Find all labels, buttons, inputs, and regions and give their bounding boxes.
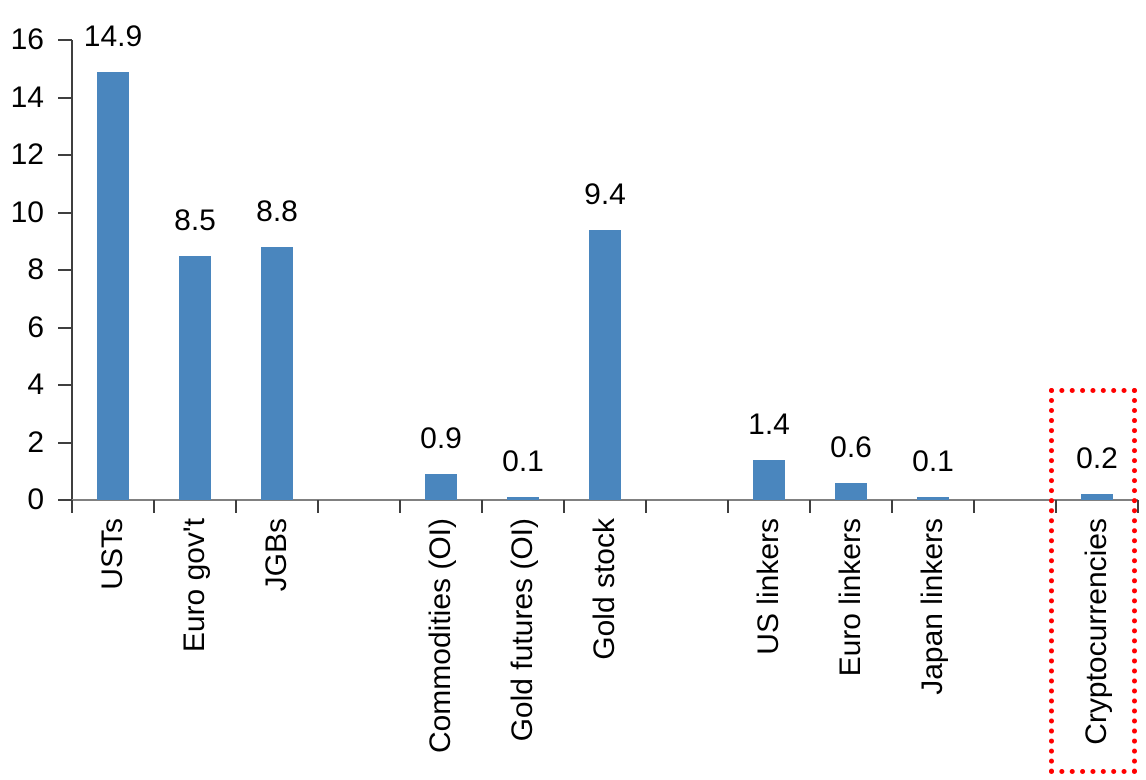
bar: [507, 497, 539, 500]
x-axis-category-label: Gold futures (OI): [506, 518, 539, 742]
x-axis-tick: [973, 500, 975, 513]
bar: [97, 71, 129, 500]
x-axis-category-label-cell: Commodities (OI): [419, 518, 463, 778]
x-axis-tick: [563, 500, 565, 513]
bar: [835, 482, 867, 500]
y-axis-tick-label: 4: [27, 368, 44, 401]
x-axis-category-label-cell: JGBs: [255, 518, 299, 778]
y-axis-line: [71, 40, 73, 513]
y-axis-tick-label: 10: [10, 195, 44, 229]
bar-value-label: 0.1: [912, 445, 954, 479]
x-axis-category-label: Euro gov't: [178, 518, 211, 653]
bar: [261, 247, 293, 500]
bar-value-label: 9.4: [584, 177, 626, 211]
x-axis-category-label: Euro linkers: [834, 518, 867, 677]
bar-value-label: 0.6: [830, 430, 872, 464]
y-axis-tick-label: 12: [10, 138, 44, 171]
x-axis-category-label-cell: USTs: [91, 518, 135, 778]
x-axis-tick: [891, 500, 893, 513]
x-axis-category-label-cell: Euro linkers: [829, 518, 873, 778]
y-axis-tick: [58, 211, 72, 214]
y-axis-tick: [58, 384, 72, 386]
x-axis-category-label: Gold stock: [588, 518, 621, 660]
x-axis-tick: [645, 500, 647, 513]
y-axis-tick: [58, 39, 72, 41]
x-axis-category-label: JGBs: [260, 518, 293, 592]
y-axis-tick-label: 2: [27, 425, 44, 459]
x-axis-tick: [317, 500, 319, 513]
bar-value-label: 8.5: [174, 203, 216, 237]
bar-value-label: 0.1: [502, 445, 544, 479]
y-axis-tick: [58, 441, 72, 444]
bar: [425, 474, 457, 500]
bar: [589, 229, 621, 500]
x-axis-tick: [399, 500, 401, 513]
x-axis-tick: [809, 500, 811, 513]
cryptocurrencies-highlight-box: [1049, 388, 1137, 774]
x-axis-category-label-cell: Japan linkers: [911, 518, 955, 778]
y-axis-tick: [58, 499, 72, 501]
x-axis-category-label: USTs: [96, 518, 129, 590]
y-axis-tick-label: 14: [10, 80, 44, 114]
bar: [753, 459, 785, 500]
y-axis-tick: [58, 269, 72, 271]
y-axis-tick: [58, 326, 72, 329]
x-axis-category-label-cell: Gold futures (OI): [501, 518, 545, 778]
x-axis-tick: [1055, 500, 1057, 513]
bar: [917, 497, 949, 500]
x-axis-tick: [71, 500, 73, 513]
x-axis-category-label: US linkers: [752, 518, 785, 655]
y-axis-tick: [58, 96, 72, 99]
bar-value-label: 1.4: [748, 407, 790, 441]
x-axis-tick: [481, 500, 483, 513]
x-axis-category-label: Commodities (OI): [424, 518, 457, 754]
bar-value-label: 0.9: [420, 422, 462, 456]
x-axis-tick: [1137, 500, 1139, 513]
y-axis-tick-label: 16: [10, 23, 44, 56]
x-axis-category-label-cell: US linkers: [747, 518, 791, 778]
bar-value-label: 8.8: [256, 195, 298, 228]
bar: [1081, 494, 1113, 500]
bar-value-label: 0.2: [1076, 442, 1118, 476]
bar-value-label: 14.9: [83, 19, 143, 53]
x-axis-tick: [153, 500, 155, 513]
y-axis-tick: [58, 154, 72, 156]
bar: [179, 255, 211, 500]
x-axis-category-label-cell: Gold stock: [583, 518, 627, 778]
x-axis-tick: [235, 500, 237, 513]
y-axis-tick-label: 6: [27, 310, 44, 344]
y-axis-tick-label: 0: [27, 483, 44, 516]
y-axis-tick-label: 8: [27, 253, 44, 286]
x-axis-tick: [727, 500, 729, 513]
x-axis-line: [71, 499, 1138, 501]
x-axis-category-label: Japan linkers: [916, 518, 949, 695]
x-axis-category-label-cell: Euro gov't: [173, 518, 217, 778]
